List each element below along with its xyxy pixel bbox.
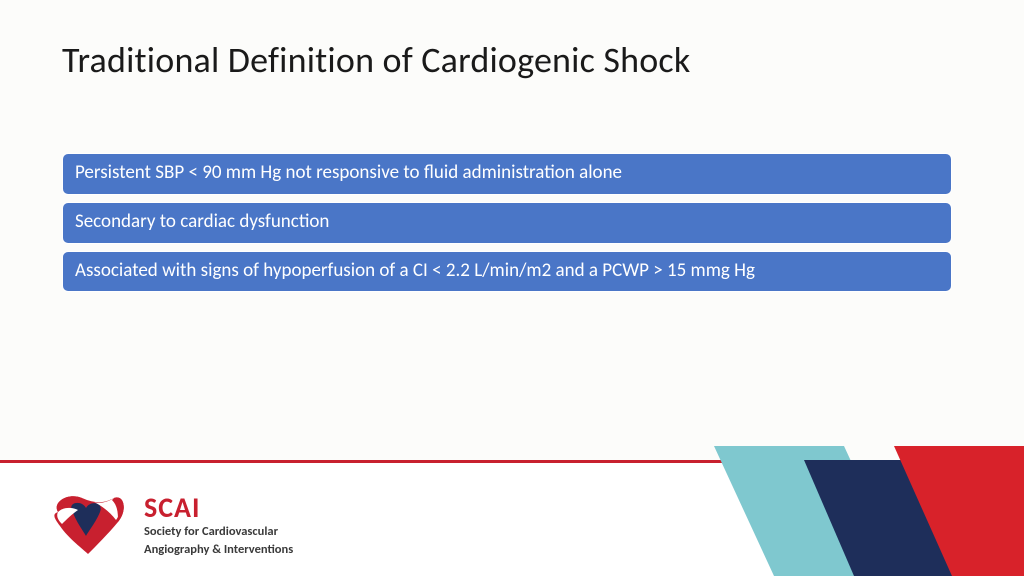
heart-swoosh-icon	[48, 492, 126, 558]
page-title: Traditional Definition of Cardiogenic Sh…	[62, 38, 690, 82]
org-name-line1: Society for Cardiovascular	[144, 524, 293, 540]
org-logo-text: SCAI Society for Cardiovascular Angiogra…	[144, 493, 293, 558]
org-acronym: SCAI	[144, 493, 293, 522]
footer: SCAI Society for Cardiovascular Angiogra…	[0, 463, 1024, 576]
definition-list: Persistent SBP < 90 mm Hg not responsive…	[62, 153, 952, 299]
slide: Traditional Definition of Cardiogenic Sh…	[0, 0, 1024, 576]
corner-decor-icon	[684, 446, 1024, 576]
org-name-line2: Angiography & Interventions	[144, 542, 293, 558]
org-logo: SCAI Society for Cardiovascular Angiogra…	[48, 492, 293, 558]
list-item: Associated with signs of hypoperfusion o…	[62, 251, 952, 293]
list-item: Persistent SBP < 90 mm Hg not responsive…	[62, 153, 952, 195]
list-item: Secondary to cardiac dysfunction	[62, 202, 952, 244]
